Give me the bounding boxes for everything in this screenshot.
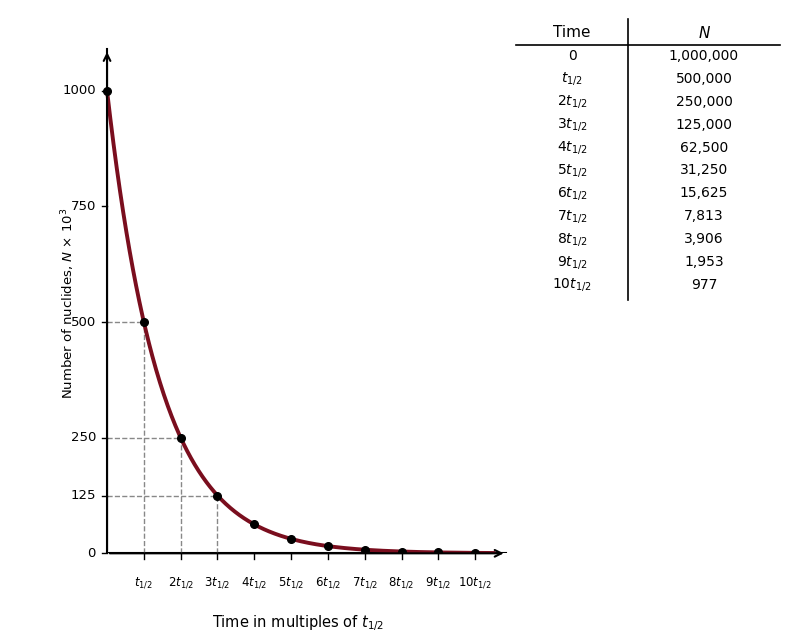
Text: $t_{1/2}$: $t_{1/2}$ <box>134 576 154 590</box>
Text: 500: 500 <box>70 315 96 329</box>
Text: $5t_{1/2}$: $5t_{1/2}$ <box>557 162 587 179</box>
Text: $8t_{1/2}$: $8t_{1/2}$ <box>557 231 587 247</box>
Text: Time: Time <box>554 25 590 41</box>
Text: 62,500: 62,500 <box>680 141 728 155</box>
Text: $9t_{1/2}$: $9t_{1/2}$ <box>557 254 587 270</box>
Text: 750: 750 <box>70 200 96 213</box>
Text: $8t_{1/2}$: $8t_{1/2}$ <box>389 576 414 590</box>
Text: $5t_{1/2}$: $5t_{1/2}$ <box>278 576 304 590</box>
Text: $2t_{1/2}$: $2t_{1/2}$ <box>557 93 587 110</box>
Text: $10t_{1/2}$: $10t_{1/2}$ <box>458 576 492 590</box>
Text: 3,906: 3,906 <box>684 232 724 246</box>
Text: Number of nuclides, $N$ × 10$^3$: Number of nuclides, $N$ × 10$^3$ <box>59 208 77 399</box>
Text: $2t_{1/2}$: $2t_{1/2}$ <box>167 576 194 590</box>
Text: $10t_{1/2}$: $10t_{1/2}$ <box>552 277 592 293</box>
Text: $6t_{1/2}$: $6t_{1/2}$ <box>314 576 341 590</box>
Text: 977: 977 <box>691 278 717 292</box>
Text: $N$: $N$ <box>698 25 710 41</box>
Text: 500,000: 500,000 <box>675 72 733 86</box>
Text: 250: 250 <box>70 431 96 444</box>
Text: 1000: 1000 <box>62 85 96 97</box>
Text: $4t_{1/2}$: $4t_{1/2}$ <box>557 139 587 156</box>
Text: 1,000,000: 1,000,000 <box>669 49 739 63</box>
Text: $4t_{1/2}$: $4t_{1/2}$ <box>241 576 267 590</box>
Text: 1,953: 1,953 <box>684 255 724 269</box>
Text: 31,250: 31,250 <box>680 163 728 177</box>
Text: $3t_{1/2}$: $3t_{1/2}$ <box>557 116 587 133</box>
Text: $7t_{1/2}$: $7t_{1/2}$ <box>557 208 587 225</box>
Text: $7t_{1/2}$: $7t_{1/2}$ <box>352 576 378 590</box>
Text: $3t_{1/2}$: $3t_{1/2}$ <box>204 576 230 590</box>
Text: $t_{1/2}$: $t_{1/2}$ <box>561 71 583 87</box>
Text: 125,000: 125,000 <box>675 118 733 132</box>
Text: Time in multiples of $t_{1/2}$: Time in multiples of $t_{1/2}$ <box>212 614 385 633</box>
Text: 0: 0 <box>568 49 576 63</box>
Text: $6t_{1/2}$: $6t_{1/2}$ <box>557 185 587 202</box>
Text: 125: 125 <box>70 489 96 502</box>
Text: 15,625: 15,625 <box>680 186 728 200</box>
Text: 250,000: 250,000 <box>675 95 733 109</box>
Text: 7,813: 7,813 <box>684 209 724 223</box>
Text: $9t_{1/2}$: $9t_{1/2}$ <box>426 576 451 590</box>
Text: 0: 0 <box>88 547 96 560</box>
